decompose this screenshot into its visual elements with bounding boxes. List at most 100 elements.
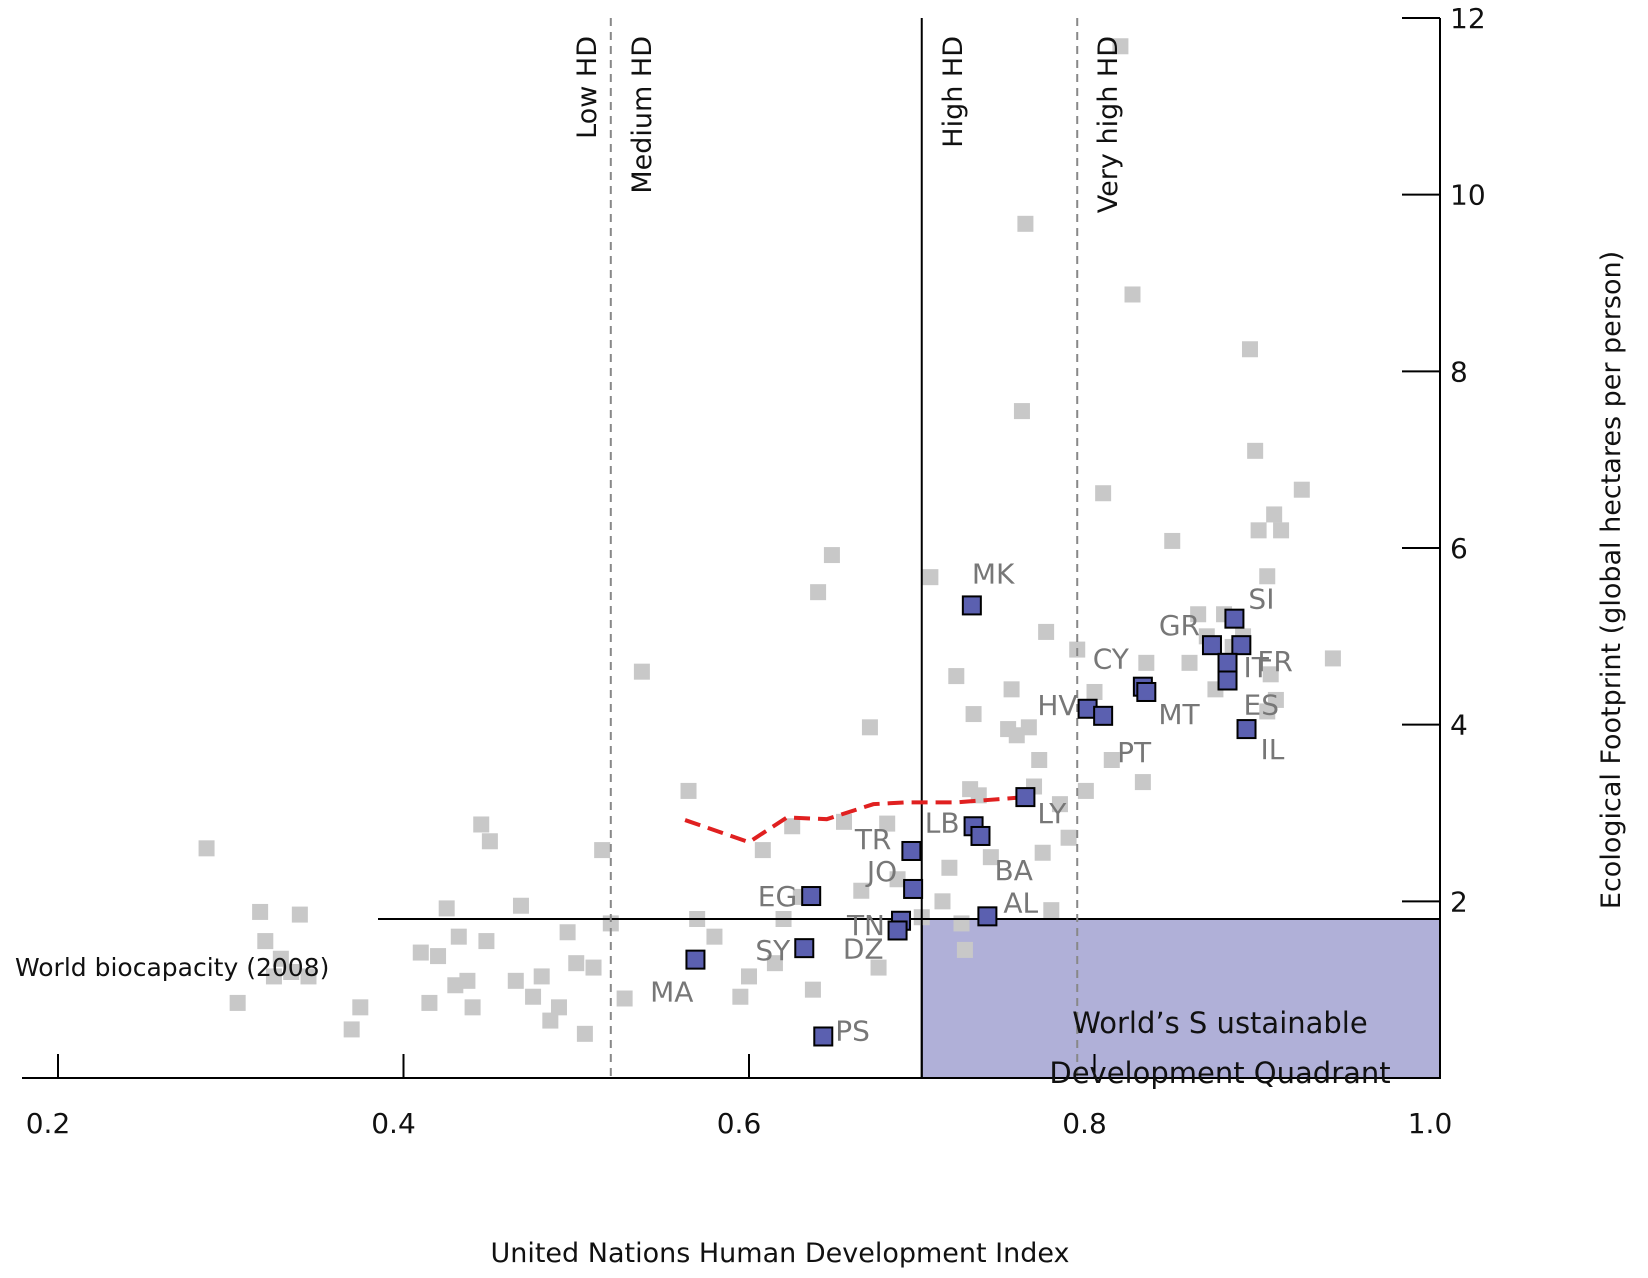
background-point [1095,485,1112,502]
background-point [1124,286,1141,303]
background-point [948,668,965,685]
country-label-it: IT [1244,651,1270,684]
hd-label: Medium HD [627,36,658,194]
country-label-es: ES [1244,689,1279,722]
x-tick-label: 0.2 [26,1107,71,1140]
background-point [853,882,870,899]
background-point [1077,782,1094,799]
country-label-dz: DZ [843,932,884,965]
background-point [784,818,801,835]
background-point [265,968,282,985]
background-point [1043,902,1060,919]
highlighted-point-tr [901,840,922,861]
highlighted-point-gr [1201,635,1222,656]
background-point [438,900,455,917]
quadrant-label-line2: Development Quadrant [1049,1056,1390,1090]
highlighted-point-dz [887,920,908,941]
background-point [1247,442,1264,459]
background-point [1086,683,1103,700]
background-point [343,1021,360,1038]
y-tick-label: 8 [1450,355,1468,388]
background-point [810,584,827,601]
background-point [512,897,529,914]
background-point [478,933,495,950]
country-label-pt: PT [1117,736,1152,769]
background-point [836,813,853,830]
highlighted-point-eg [801,886,822,907]
country-label-il: IL [1261,733,1285,766]
country-label-lb: LB [925,806,960,839]
highlighted-point-jo [903,878,924,899]
background-point [1293,481,1310,498]
country-label-fr: FR [1257,645,1293,678]
country-label-sy: SY [755,934,791,967]
country-label-hv: HV [1037,689,1077,722]
country-label-tn: TN [846,909,885,942]
background-point [1008,727,1025,744]
x-axis-title: United Nations Human Development Index [490,1238,1069,1269]
background-point [525,988,542,1005]
quadrant-label-line1: World’s S ustainable [1072,1006,1367,1040]
background-point [283,964,300,980]
background-point [633,663,650,680]
hd-label: Very high HD [1093,36,1124,213]
sustainable-quadrant [920,918,1441,1079]
background-point [421,994,438,1011]
highlighted-point-ma [685,949,706,970]
background-point [198,840,215,857]
background-point [934,893,951,910]
background-point [1324,650,1341,667]
country-label-si: SI [1248,583,1274,616]
y-tick-label: 10 [1450,179,1486,212]
highlighted-point-al [977,906,998,927]
background-point [1250,522,1267,539]
background-point [447,977,464,994]
background-point [252,903,269,920]
y-tick-label: 6 [1450,532,1468,565]
highlighted-point-it [1217,652,1238,673]
background-point [982,849,999,866]
country-label-ma: MA [650,976,693,1009]
background-point [956,941,973,958]
highlighted-point-ly [1015,787,1036,808]
background-point [1103,752,1120,768]
background-point [430,948,447,965]
country-label-ly: LY [1037,797,1067,830]
country-label-eg: EG [758,880,797,913]
background-point [1020,719,1037,736]
background-point [965,706,982,723]
background-point [1262,666,1279,683]
y-tick-label: 2 [1450,885,1468,918]
background-point [732,988,749,1005]
background-point [559,924,576,941]
background-point [473,816,490,833]
biocapacity-label: World biocapacity (2008) [15,953,329,982]
background-point [1190,606,1207,623]
highlighted-point-si [1224,608,1245,629]
hd-label: Low HD [572,36,603,139]
highlighted-point-fr [1231,635,1252,656]
country-label-ba: BA [994,854,1032,887]
background-point [804,981,821,998]
background-point [507,972,524,989]
trend-line [684,795,1026,845]
country-label-ps: PS [835,1014,870,1047]
background-point [1259,568,1276,585]
highlighted-point-mk [961,595,982,616]
background-point [272,950,289,967]
background-point [870,959,887,976]
background-point [706,928,723,945]
x-tick-label: 1.0 [1408,1107,1453,1140]
background-point [550,999,567,1016]
highlighted-point-il [1236,719,1257,740]
country-label-cy: CY [1093,643,1130,676]
background-point [568,955,585,972]
background-point [823,547,840,564]
x-tick-label: 0.6 [717,1107,762,1140]
background-point [680,782,697,799]
country-label-jo: JO [865,855,897,888]
background-point [1164,532,1181,549]
highlighted-point-pt [1093,705,1114,726]
